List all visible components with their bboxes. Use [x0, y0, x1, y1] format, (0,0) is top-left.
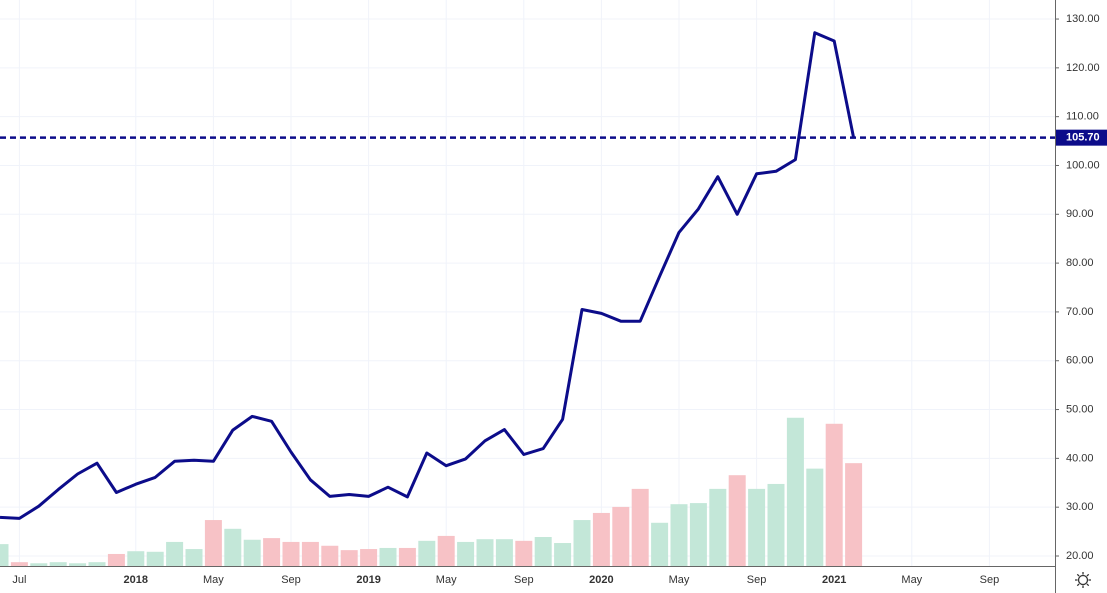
y-tick-label: 100.00 — [1066, 159, 1100, 171]
volume-bar — [30, 563, 48, 566]
volume-bar — [10, 562, 28, 566]
volume-bar — [127, 551, 145, 566]
last-price-label: 105.70 — [1066, 132, 1100, 144]
volume-bar — [146, 551, 164, 566]
x-tick-label: Sep — [980, 574, 1000, 586]
grid — [0, 0, 1055, 566]
volume-bar — [263, 538, 281, 566]
volume-bar — [437, 535, 455, 566]
x-tick-label: Sep — [747, 574, 767, 586]
volume-bars — [0, 417, 863, 566]
volume-bar — [418, 540, 436, 566]
y-tick-label: 110.00 — [1066, 111, 1099, 123]
volume-bar — [282, 541, 300, 566]
volume-bar — [845, 463, 863, 566]
volume-bar — [224, 528, 242, 566]
volume-bar — [573, 520, 591, 566]
volume-bar — [534, 537, 552, 566]
volume-bar — [767, 483, 785, 566]
volume-bar — [321, 545, 339, 566]
x-tick-label: Sep — [514, 574, 534, 586]
x-tick-label: Jul — [12, 574, 26, 586]
volume-bar — [107, 553, 125, 566]
y-tick-label: 40.00 — [1066, 452, 1094, 464]
volume-bar — [360, 549, 378, 566]
volume-bar — [631, 488, 649, 566]
volume-bar — [379, 547, 397, 566]
price-layer — [0, 31, 1055, 520]
axes: 20.00 30.00 40.00 50.00 60.00 70.00 80.00 90.00… — [12, 13, 1107, 586]
volume-bar — [185, 549, 203, 566]
last-price-badge — [1056, 129, 1107, 146]
volume-bar — [340, 550, 358, 566]
y-tick-label: 50.00 — [1066, 403, 1094, 415]
volume-bar — [806, 468, 824, 566]
volume-bar — [204, 520, 222, 566]
y-tick-label: 60.00 — [1066, 355, 1094, 367]
settings-icon[interactable] — [1075, 572, 1091, 588]
y-tick-label: 120.00 — [1066, 62, 1100, 74]
y-tick-label: 130.00 — [1066, 13, 1100, 25]
x-tick-label: 2020 — [589, 574, 613, 586]
volume-bar — [689, 503, 707, 566]
volume-bar — [786, 417, 804, 566]
x-tick-label: May — [203, 574, 224, 586]
volume-bar — [69, 563, 87, 566]
y-tick-label: 30.00 — [1066, 501, 1094, 513]
volume-bar — [709, 488, 727, 566]
y-tick-label: 80.00 — [1066, 257, 1094, 269]
volume-bar — [301, 541, 319, 566]
x-tick-label: Sep — [281, 574, 301, 586]
y-tick-label: 70.00 — [1066, 306, 1094, 318]
volume-bar — [398, 547, 416, 566]
volume-bar — [0, 544, 9, 566]
volume-bar — [651, 522, 669, 566]
y-tick-label: 20.00 — [1066, 550, 1094, 562]
volume-bar — [495, 539, 513, 566]
volume-bar — [554, 543, 572, 566]
x-tick-label: 2019 — [356, 574, 380, 586]
y-tick-label: 90.00 — [1066, 208, 1094, 220]
volume-bar — [612, 506, 630, 566]
x-tick-label: May — [436, 574, 457, 586]
volume-bar — [457, 541, 475, 566]
volume-bar — [592, 512, 610, 566]
x-tick-label: May — [901, 574, 922, 586]
volume-bar — [728, 475, 746, 566]
x-tick-label: 2018 — [124, 574, 148, 586]
volume-bar — [748, 488, 766, 566]
price-line — [0, 31, 856, 520]
volume-bar — [515, 540, 533, 566]
volume-bar — [476, 539, 494, 566]
x-tick-label: 2021 — [822, 574, 846, 586]
volume-bar — [825, 423, 843, 566]
volume-bar — [243, 539, 261, 566]
volume-bar — [166, 541, 184, 566]
x-tick-label: May — [669, 574, 690, 586]
volume-bar — [49, 562, 67, 566]
volume-bar — [88, 562, 106, 566]
volume-bar — [670, 504, 688, 566]
